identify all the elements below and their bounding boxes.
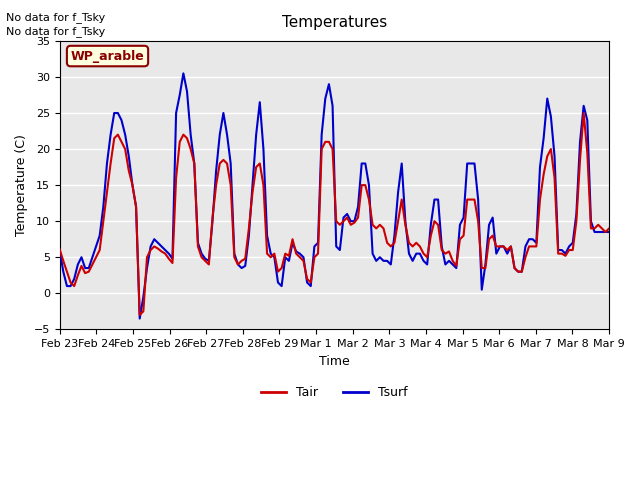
Text: No data for f_Tsky: No data for f_Tsky (6, 26, 106, 37)
Text: WP_arable: WP_arable (70, 49, 145, 62)
X-axis label: Time: Time (319, 355, 350, 368)
Text: No data for f_Tsky: No data for f_Tsky (6, 12, 106, 23)
Legend: Tair, Tsurf: Tair, Tsurf (256, 381, 413, 404)
Title: Temperatures: Temperatures (282, 15, 387, 30)
Y-axis label: Temperature (C): Temperature (C) (15, 134, 28, 236)
